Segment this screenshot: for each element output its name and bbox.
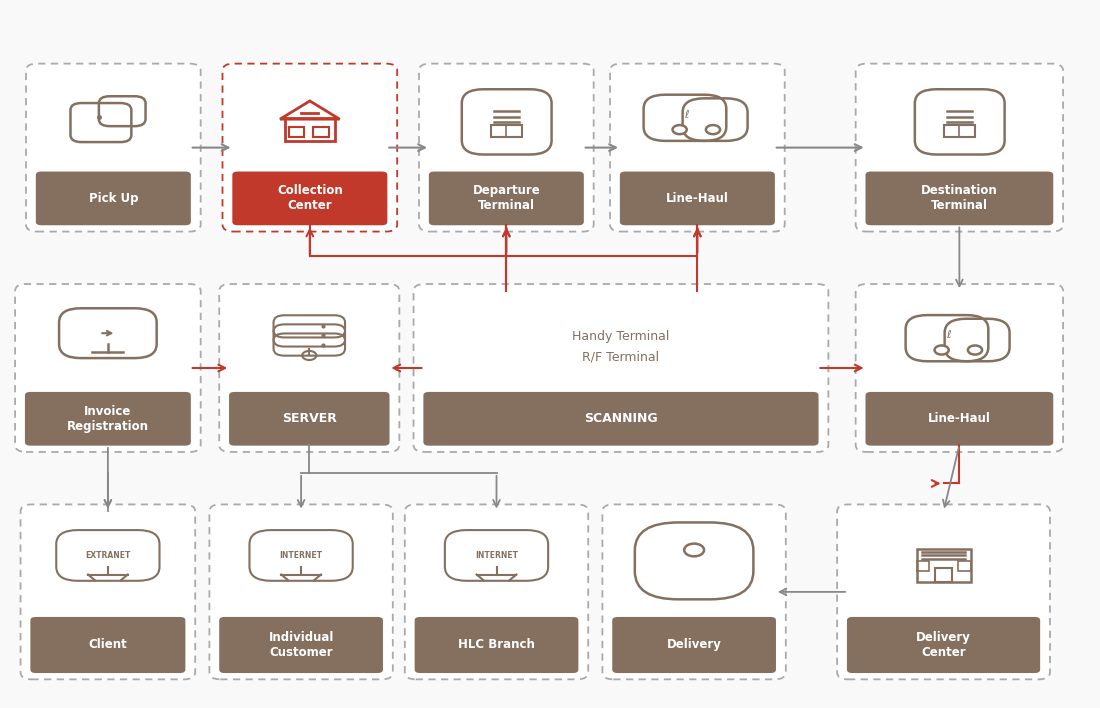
FancyBboxPatch shape	[15, 284, 200, 452]
FancyBboxPatch shape	[847, 617, 1041, 673]
Text: Line-Haul: Line-Haul	[928, 412, 991, 426]
FancyBboxPatch shape	[26, 64, 200, 232]
FancyBboxPatch shape	[856, 64, 1063, 232]
Text: HLC Branch: HLC Branch	[458, 639, 535, 651]
FancyBboxPatch shape	[219, 284, 399, 452]
Text: Client: Client	[88, 639, 128, 651]
Bar	[944, 125, 975, 137]
FancyBboxPatch shape	[25, 392, 190, 445]
FancyBboxPatch shape	[424, 392, 818, 445]
Text: ℓ: ℓ	[946, 330, 952, 340]
Text: Pick Up: Pick Up	[89, 192, 139, 205]
FancyBboxPatch shape	[219, 617, 383, 673]
FancyBboxPatch shape	[866, 171, 1054, 225]
Text: SERVER: SERVER	[282, 412, 337, 426]
Bar	[916, 561, 930, 571]
Text: Departure
Terminal: Departure Terminal	[473, 184, 540, 212]
FancyBboxPatch shape	[866, 392, 1054, 445]
FancyBboxPatch shape	[856, 284, 1063, 452]
Text: EXTRANET: EXTRANET	[85, 551, 131, 560]
FancyBboxPatch shape	[31, 617, 186, 673]
FancyBboxPatch shape	[620, 171, 774, 225]
Text: Handy Terminal: Handy Terminal	[572, 330, 670, 343]
Text: Individual
Customer: Individual Customer	[268, 631, 333, 659]
Text: ℓ: ℓ	[684, 110, 689, 120]
FancyBboxPatch shape	[414, 284, 828, 452]
Text: Delivery: Delivery	[667, 639, 722, 651]
Circle shape	[935, 346, 948, 355]
FancyBboxPatch shape	[405, 504, 588, 680]
Circle shape	[706, 125, 721, 134]
Bar	[935, 568, 953, 582]
Text: INTERNET: INTERNET	[475, 551, 518, 560]
FancyBboxPatch shape	[610, 64, 784, 232]
FancyBboxPatch shape	[429, 171, 584, 225]
Bar	[314, 127, 329, 137]
Text: SCANNING: SCANNING	[584, 412, 658, 426]
FancyBboxPatch shape	[232, 171, 387, 225]
FancyBboxPatch shape	[209, 504, 393, 680]
Text: R/F Terminal: R/F Terminal	[582, 350, 660, 364]
FancyBboxPatch shape	[36, 171, 190, 225]
FancyBboxPatch shape	[222, 64, 397, 232]
FancyBboxPatch shape	[837, 504, 1050, 680]
FancyBboxPatch shape	[613, 617, 776, 673]
Bar	[288, 127, 305, 137]
Text: Line-Haul: Line-Haul	[666, 192, 729, 205]
Text: Destination
Terminal: Destination Terminal	[921, 184, 998, 212]
Circle shape	[968, 346, 982, 355]
Circle shape	[672, 125, 686, 134]
FancyBboxPatch shape	[229, 392, 389, 445]
Text: Collection
Center: Collection Center	[277, 184, 343, 212]
Text: INTERNET: INTERNET	[279, 551, 322, 560]
FancyBboxPatch shape	[415, 617, 579, 673]
FancyBboxPatch shape	[603, 504, 785, 680]
Bar	[491, 125, 521, 137]
Text: Invoice
Registration: Invoice Registration	[67, 405, 148, 433]
FancyBboxPatch shape	[21, 504, 195, 680]
Text: Delivery
Center: Delivery Center	[916, 631, 971, 659]
Bar	[958, 561, 970, 571]
FancyBboxPatch shape	[419, 64, 594, 232]
